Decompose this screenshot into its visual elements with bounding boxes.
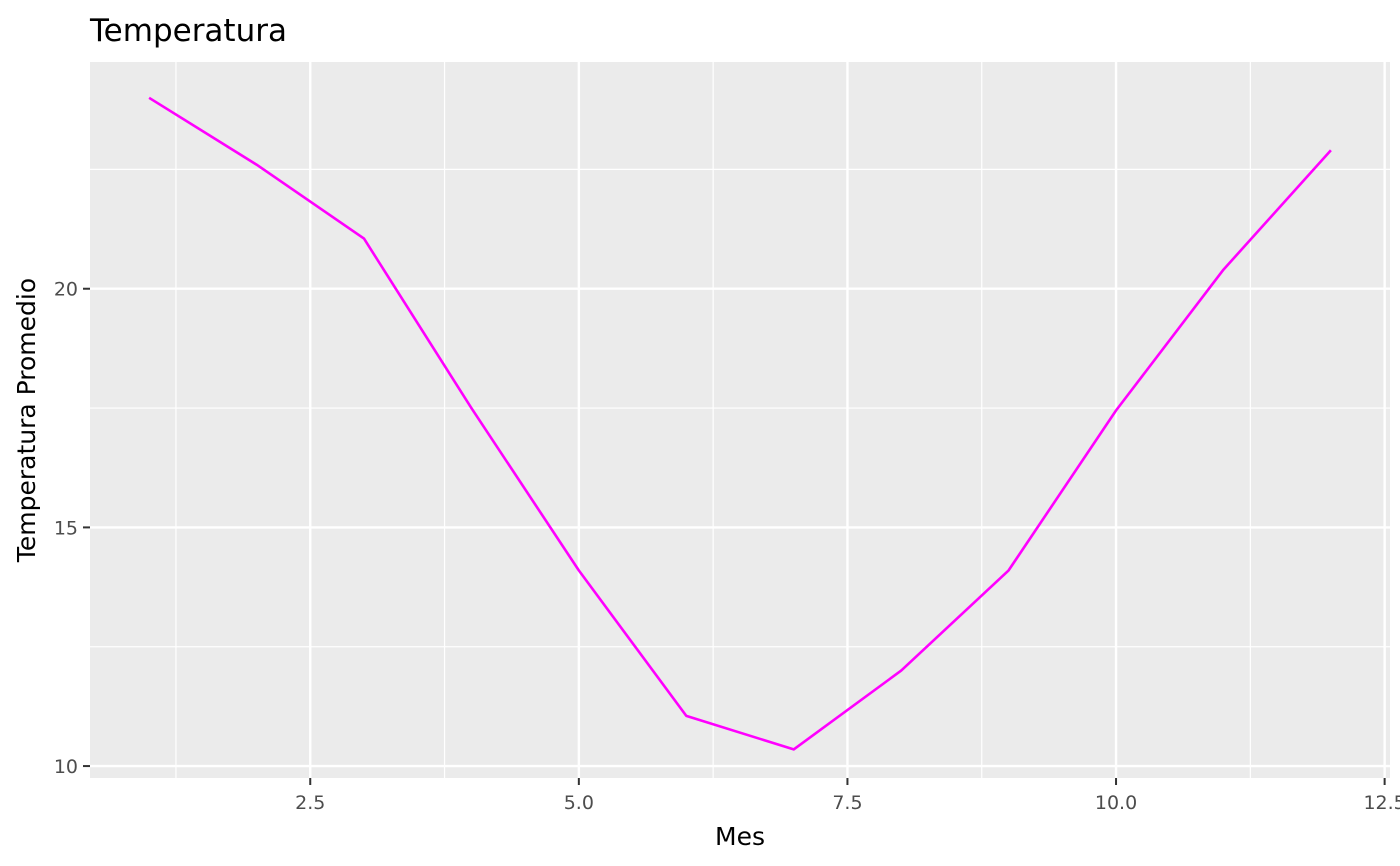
x-axis-title: Mes [715, 822, 765, 851]
y-tick-label: 10 [54, 756, 78, 778]
y-axis-title: Temperatura Promedio [12, 278, 41, 563]
minor-gridlines [90, 62, 1390, 778]
series-line [148, 96, 1332, 751]
x-tick-label: 5.0 [564, 792, 594, 814]
major-gridlines [90, 62, 1390, 778]
x-tick-label: 12.5 [1363, 792, 1400, 814]
x-tick-label: 10.0 [1095, 792, 1137, 814]
x-axis: 2.5 5.0 7.5 10.0 12.5 [295, 778, 1400, 814]
y-tick-label: 20 [54, 279, 78, 301]
y-tick-label: 15 [54, 517, 78, 539]
x-tick-label: 7.5 [832, 792, 862, 814]
chart-title: Temperatura [89, 13, 287, 49]
x-tick-label: 2.5 [295, 792, 325, 814]
series-group [148, 96, 1332, 751]
plot-panel [90, 62, 1390, 778]
y-axis: 10 15 20 [54, 279, 90, 778]
